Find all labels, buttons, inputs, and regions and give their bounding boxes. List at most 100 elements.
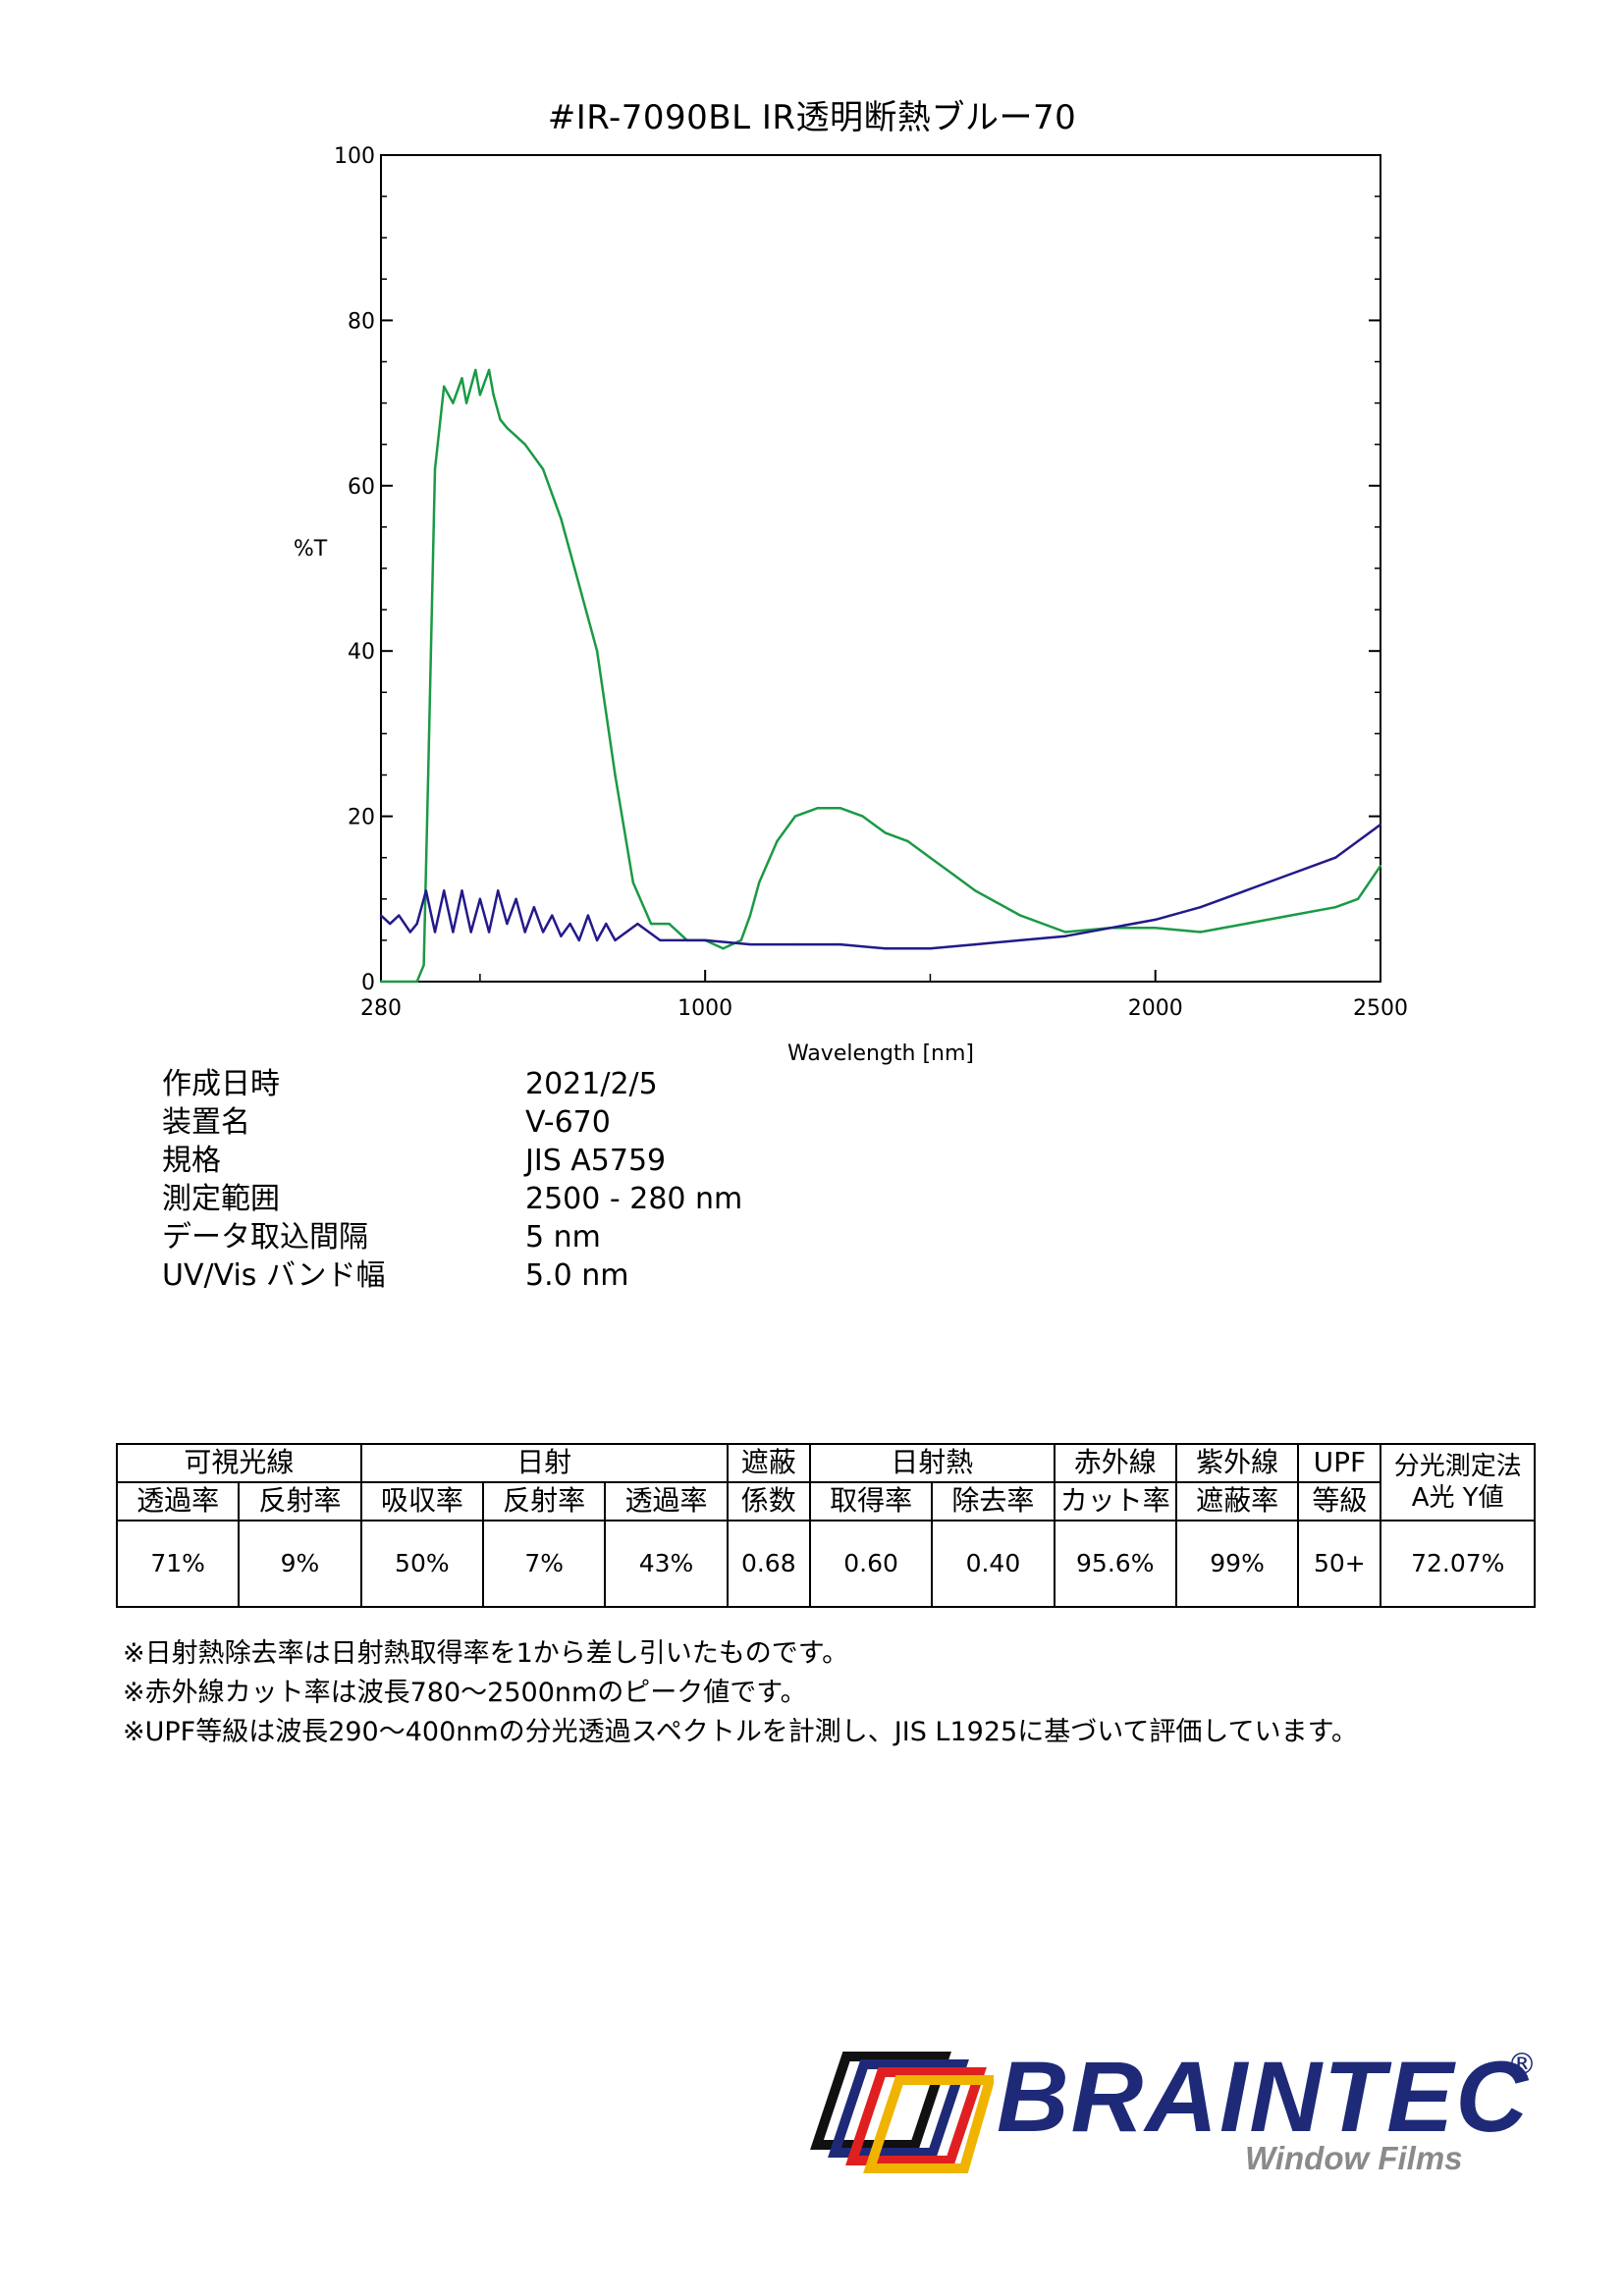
registered-mark: ®: [1507, 2048, 1537, 2082]
info-label: 規格: [162, 1144, 221, 1178]
series-point-0: [861, 815, 864, 818]
info-row: 装置名 V-670: [162, 1103, 742, 1142]
info-label: 作成日時: [162, 1067, 280, 1101]
x-axis-label: Wavelength [nm]: [787, 1041, 974, 1066]
x-tick-label: 280: [360, 996, 402, 1021]
series-point-0: [1333, 906, 1337, 909]
braintec-logo-mark: [810, 2052, 994, 2173]
series-point-1: [478, 897, 482, 900]
brand-name: BRAINTEC: [997, 2041, 1530, 2153]
series-point-0: [478, 393, 482, 397]
series-point-1: [577, 938, 580, 942]
series-point-1: [379, 914, 383, 917]
notes: ※日射熱除去率は日射熱取得率を1から差し引いたものです。 ※赤外線カット率は波長…: [123, 1634, 1358, 1752]
brand-tagline: Window Films: [1245, 2140, 1463, 2176]
series-point-1: [506, 922, 509, 926]
chart-title: #IR-7090BL IR透明断熱ブルー70: [547, 98, 1077, 137]
header-vis-refl: 反射率: [238, 1480, 362, 1522]
series-point-1: [433, 931, 437, 934]
series-point-1: [398, 914, 401, 917]
info-label: 測定範囲: [162, 1182, 280, 1216]
info-value: JIS A5759: [525, 1144, 667, 1178]
info-value: 5 nm: [525, 1220, 601, 1255]
header-ir-bottom: カット率: [1053, 1480, 1177, 1522]
series-point-1: [460, 889, 463, 892]
series-point-0: [487, 368, 491, 372]
series-point-0: [506, 426, 509, 430]
series-point-1: [1154, 918, 1157, 922]
info-label: データ取込間隔: [162, 1220, 368, 1255]
series-point-0: [1289, 914, 1292, 917]
plot-frame: [380, 154, 1381, 983]
series-point-1: [748, 942, 752, 946]
series-point-1: [415, 922, 418, 926]
info-value: 2500 - 280 nm: [525, 1182, 743, 1216]
note-line: ※UPF等級は波長290～400nmの分光透過スペクトルを計測し、JIS L19…: [123, 1717, 1358, 1747]
series-point-0: [739, 938, 743, 942]
series-point-1: [1018, 938, 1022, 942]
series-point-0: [906, 839, 909, 843]
series-point-0: [595, 650, 599, 653]
series-point-1: [452, 931, 455, 934]
series-point-1: [681, 938, 684, 942]
series-point-0: [1356, 897, 1360, 900]
series-point-0: [748, 914, 752, 917]
series-point-1: [469, 931, 472, 934]
info-row: 規格 JIS A5759: [162, 1142, 742, 1180]
series-point-1: [532, 906, 536, 909]
series-point-0: [1154, 927, 1157, 930]
series-point-0: [614, 774, 617, 776]
series-point-1: [839, 942, 841, 946]
header-spectral: 分光測定法 A光 Y値: [1380, 1443, 1536, 1522]
series-point-0: [1063, 931, 1067, 934]
transmittance-chart: 0 20 40 60 80 100 280 1000 2000 2500 Wavelength [n…: [294, 144, 1408, 1066]
series-line-1: [380, 823, 1381, 950]
header-ir-top: 赤外線: [1053, 1443, 1177, 1483]
series-point-1: [793, 942, 797, 946]
series-point-0: [649, 922, 653, 926]
series-point-0: [1379, 864, 1382, 868]
series-point-1: [1063, 934, 1067, 937]
header-visible-light: 可視光線: [116, 1443, 362, 1483]
series-point-0: [631, 881, 634, 884]
y-axis-label: %T: [294, 537, 328, 561]
series-point-1: [497, 889, 500, 892]
series-point-1: [514, 897, 517, 900]
series-point-0: [379, 980, 383, 984]
header-uv-top: 紫外線: [1174, 1443, 1300, 1483]
series-point-1: [605, 922, 608, 926]
header-spectral-top: 分光測定法: [1393, 1451, 1522, 1481]
header-solar: 日射: [359, 1443, 729, 1483]
series-line-0: [381, 368, 1382, 984]
header-sol-refl: 反射率: [481, 1480, 607, 1522]
series-point-0: [577, 583, 580, 587]
value-shading-coef: 0.68: [726, 1519, 811, 1609]
series-point-0: [839, 806, 841, 810]
logo-frame-red: [845, 2067, 987, 2165]
header-upf-bottom: 等級: [1297, 1480, 1382, 1522]
series-point-1: [884, 947, 887, 950]
series-point-1: [1356, 839, 1360, 843]
info-value: V-670: [525, 1105, 611, 1140]
series-point-1: [929, 947, 932, 950]
series-point-0: [757, 881, 761, 884]
measurement-info: 作成日時 2021/2/5 装置名 V-670 規格 JIS A5759 測定範囲 25…: [162, 1065, 742, 1295]
header-sol-abs: 吸収率: [359, 1480, 485, 1522]
series-point-0: [884, 831, 887, 834]
series-point-1: [974, 942, 977, 946]
header-uv-bottom: 遮蔽率: [1174, 1480, 1300, 1522]
value-vis-refl: 9%: [238, 1519, 362, 1609]
series-point-1: [442, 889, 446, 892]
header-heat-gain: 取得率: [808, 1480, 934, 1522]
series-point-0: [523, 443, 526, 446]
note-line: ※日射熱除去率は日射熱取得率を1から差し引いたものです。: [123, 1638, 849, 1669]
series-point-1: [1244, 889, 1247, 892]
series-point-0: [433, 467, 437, 471]
spec-table: 可視光線 日射 遮蔽 日射熱 赤外線 紫外線 UPF 分光測定法 A光 Y値 透過…: [115, 1443, 1536, 1609]
series-point-1: [487, 931, 491, 934]
series-point-0: [1199, 931, 1202, 934]
value-vis-trans: 71%: [115, 1519, 241, 1609]
y-tick-label: 100: [334, 144, 375, 169]
series-point-1: [1289, 873, 1292, 876]
y-tick-label: 80: [348, 309, 375, 334]
